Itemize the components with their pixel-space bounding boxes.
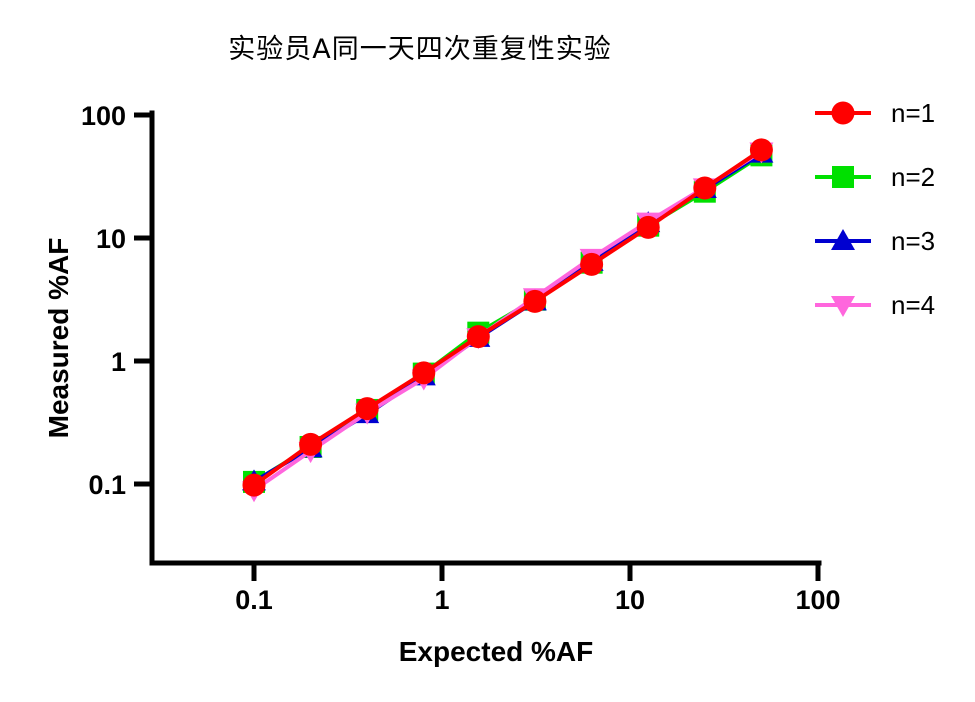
x-tick-label-0.1: 0.1 (235, 585, 273, 615)
circle-marker (466, 325, 490, 349)
series-line (252, 148, 763, 487)
circle-marker (242, 473, 266, 497)
legend-item-n=3[interactable]: n=3 (815, 226, 935, 256)
triangle-up-marker (831, 229, 855, 250)
square-marker (832, 166, 854, 188)
legend-item-n=2[interactable]: n=2 (815, 162, 935, 192)
circle-marker (355, 397, 379, 421)
circle-marker (831, 101, 855, 125)
y-tick-label-10: 10 (96, 224, 126, 254)
legend-item-n=4[interactable]: n=4 (815, 290, 935, 320)
x-axis-ticks (251, 563, 821, 581)
legend-label: n=1 (891, 98, 935, 128)
circle-marker (580, 252, 604, 276)
legend-item-n=1[interactable]: n=1 (815, 98, 935, 128)
chart-title: 实验员A同一天四次重复性实验 (228, 34, 612, 65)
legend-label: n=3 (891, 226, 935, 256)
axis-spines (149, 110, 822, 566)
x-tick-label-100: 100 (795, 585, 840, 615)
circle-marker (299, 432, 323, 456)
circle-marker (693, 176, 717, 200)
series-n=1 (242, 138, 773, 497)
circle-marker (412, 361, 436, 385)
x-tick-label-10: 10 (615, 585, 645, 615)
y-tick-label-100: 100 (81, 101, 126, 131)
y-axis-title: Measured %AF (43, 238, 74, 439)
data-series-layer (242, 138, 774, 503)
x-tick-label-1: 1 (434, 585, 449, 615)
legend-label: n=4 (891, 290, 935, 320)
chart-legend: n=1 n=2 n=3 n=4 (815, 98, 935, 320)
circle-marker (523, 289, 547, 313)
y-axis-ticks (134, 112, 152, 487)
circle-marker (636, 215, 660, 239)
y-tick-label-0.1: 0.1 (88, 470, 126, 500)
x-axis-title: Expected %AF (399, 636, 594, 667)
triangle-down-marker (831, 296, 855, 317)
y-tick-label-1: 1 (111, 347, 126, 377)
circle-marker (749, 138, 773, 162)
legend-label: n=2 (891, 162, 935, 192)
